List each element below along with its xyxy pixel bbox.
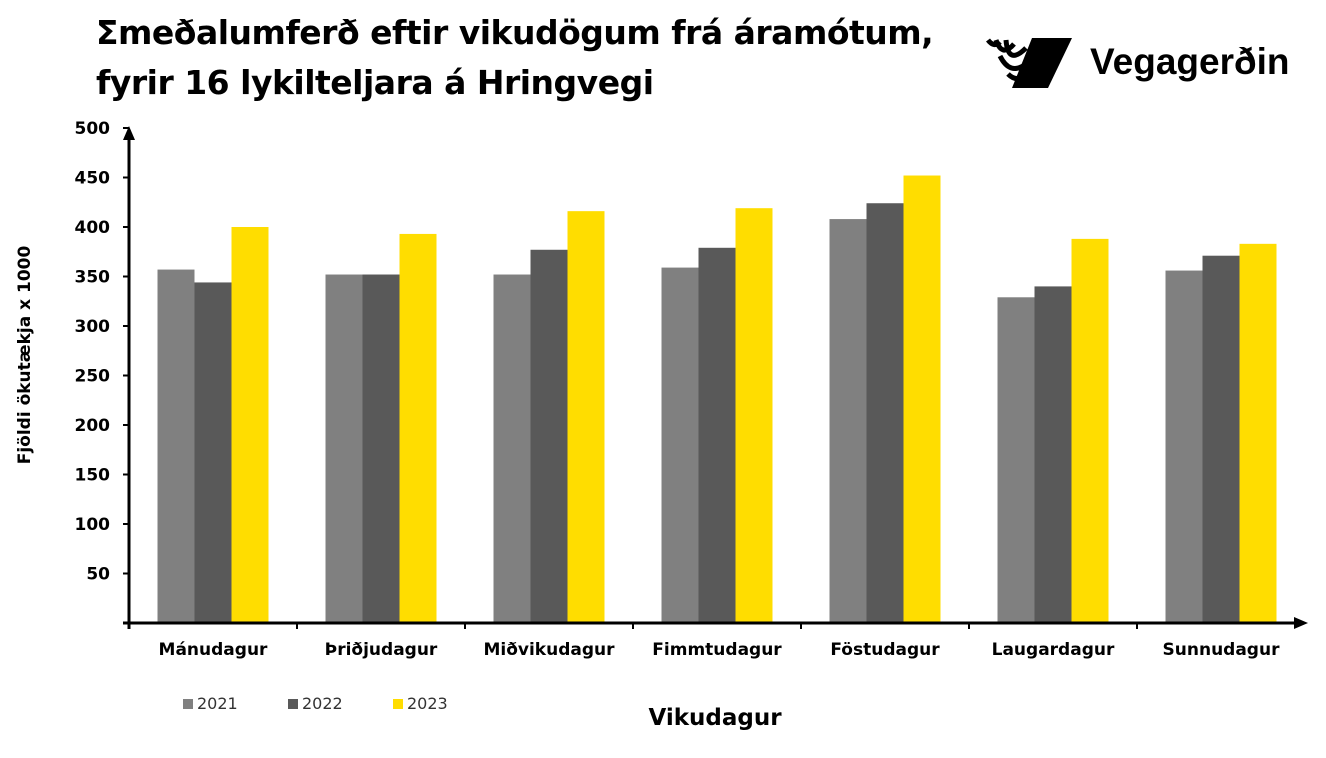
bar-2021-6: [1165, 270, 1203, 623]
bar-2021-0: [157, 269, 195, 623]
bar-2021-4: [829, 219, 867, 623]
bar-2023-3: [735, 208, 773, 623]
bar-2021-5: [997, 297, 1035, 623]
x-tick-label: Laugardagur: [992, 640, 1115, 660]
bar-2022-6: [1202, 255, 1240, 623]
x-tick-label: Miðvikudagur: [483, 640, 615, 660]
bar-2022-4: [866, 203, 904, 624]
y-tick-label: 50: [86, 565, 110, 585]
vegagerdin-logo: Vegagerðin: [986, 36, 1289, 88]
y-tick-label: 100: [75, 515, 111, 535]
bar-2023-1: [399, 233, 437, 623]
bar-2022-3: [698, 247, 736, 624]
bar-2023-2: [567, 211, 605, 623]
x-tick-label: Sunnudagur: [1163, 640, 1281, 660]
bar-2022-2: [530, 249, 568, 623]
y-tick-label: 250: [75, 367, 111, 387]
y-tick-label: 150: [75, 466, 111, 486]
bar-2021-2: [493, 274, 531, 623]
bar-2023-5: [1071, 238, 1109, 623]
logo-text: Vegagerðin: [1090, 41, 1290, 82]
bar-2022-5: [1034, 286, 1072, 623]
bar-2023-0: [231, 227, 269, 623]
legend-swatch-2021: [183, 699, 193, 709]
legend-label-2023: 2023: [407, 694, 448, 713]
y-axis-arrow-icon: [123, 126, 135, 140]
y-tick-label: 500: [75, 119, 111, 139]
x-axis-arrow-icon: [1294, 617, 1308, 629]
y-tick-label: 300: [75, 317, 111, 337]
y-tick-label: 400: [75, 218, 111, 238]
bar-2022-0: [194, 282, 232, 623]
legend-swatch-2022: [288, 699, 298, 709]
logo-mark-icon: [986, 38, 1072, 88]
bar-2021-3: [661, 267, 699, 623]
y-tick-label: 350: [75, 268, 111, 288]
x-tick-label: Fimmtudagur: [652, 640, 782, 660]
y-tick-label: 200: [75, 416, 111, 436]
y-axis-label: Fjöldi ökutækja x 1000: [15, 246, 35, 465]
y-tick-label: 450: [75, 169, 111, 189]
x-tick-label: Föstudagur: [830, 640, 940, 660]
bar-2022-1: [362, 274, 400, 623]
bar-2021-1: [325, 274, 363, 623]
x-axis-label: Vikudagur: [648, 705, 782, 731]
x-tick-label: Þriðjudagur: [325, 640, 438, 660]
bar-2023-4: [903, 175, 941, 623]
legend-label-2022: 2022: [302, 694, 343, 713]
legend-label-2021: 2021: [197, 694, 238, 713]
x-tick-label: Mánudagur: [159, 640, 269, 660]
bar-2023-6: [1239, 243, 1277, 623]
chart-title: Σmeðalumferð eftir vikudögum frá áramótu…: [96, 13, 934, 102]
legend-swatch-2023: [393, 699, 403, 709]
